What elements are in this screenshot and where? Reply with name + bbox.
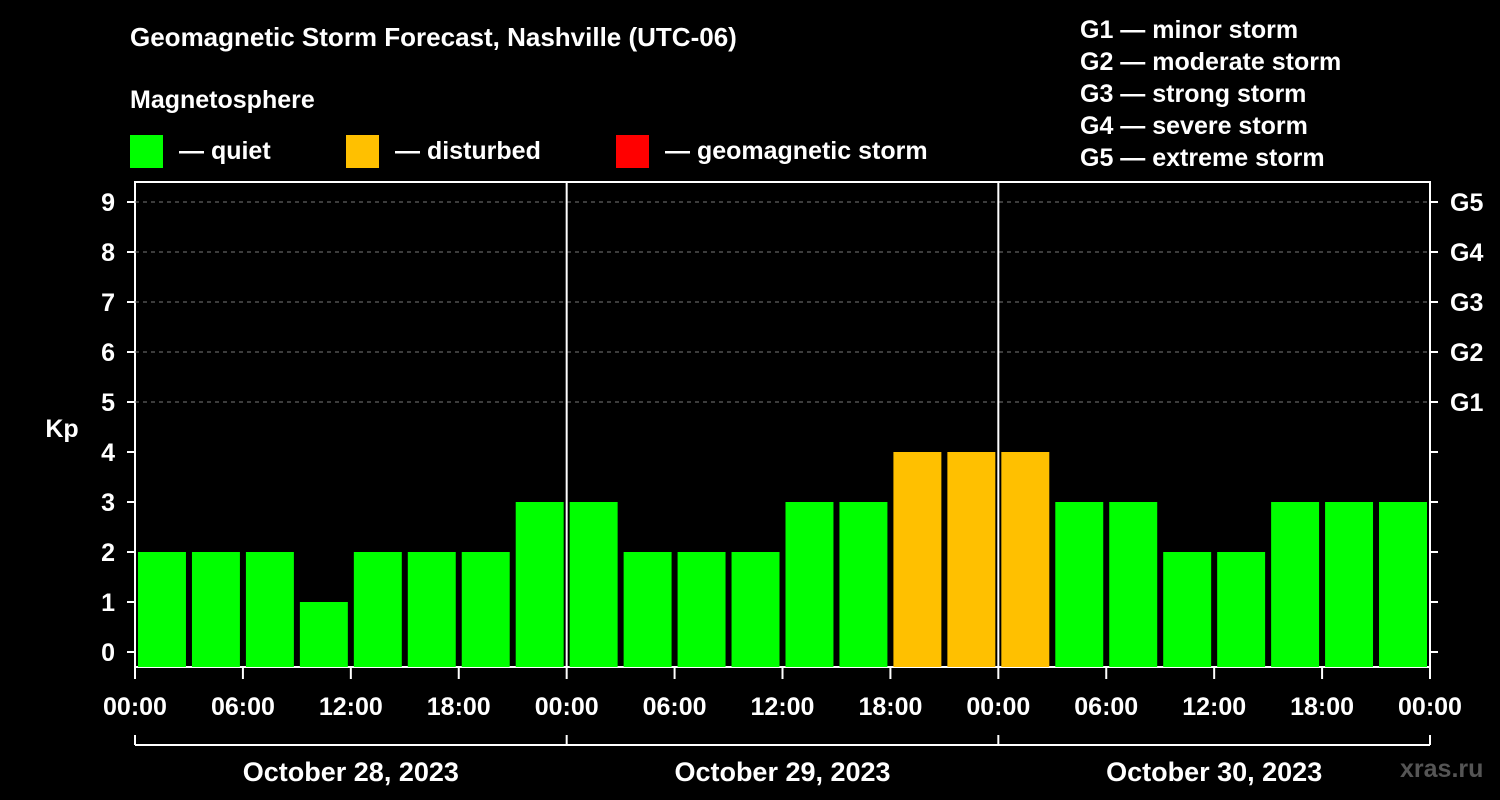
g-level-label: G4 <box>1450 239 1483 267</box>
kp-bar <box>623 552 672 667</box>
day-label: October 28, 2023 <box>243 757 459 787</box>
y-tick-label: 8 <box>101 239 115 267</box>
g-level-label: G1 <box>1450 389 1483 417</box>
day-label: October 29, 2023 <box>674 757 890 787</box>
chart-title: Geomagnetic Storm Forecast, Nashville (U… <box>130 22 737 52</box>
y-tick-label: 6 <box>101 339 115 367</box>
storm-level-g3: G3 — strong storm <box>1080 80 1307 108</box>
y-tick-label: 2 <box>101 539 115 567</box>
kp-bar <box>1271 502 1320 667</box>
storm-level-g1: G1 — minor storm <box>1080 16 1299 44</box>
x-tick-label: 06:00 <box>1074 693 1138 721</box>
x-tick-label: 12:00 <box>1182 693 1246 721</box>
x-tick-label: 00:00 <box>535 693 599 721</box>
kp-bar <box>785 502 834 667</box>
kp-bar <box>1163 552 1212 667</box>
kp-bar <box>407 552 456 667</box>
y-tick-label: 0 <box>101 639 115 667</box>
legend-storm: — geomagnetic storm <box>616 134 928 168</box>
x-tick-label: 12:00 <box>319 693 383 721</box>
x-tick-label: 00:00 <box>966 693 1030 721</box>
legend-label-disturbed: — disturbed <box>395 136 541 165</box>
y-tick-label: 5 <box>101 389 115 417</box>
storm-level-list: G1 — minor storm G2 — moderate storm G3 … <box>1080 14 1341 174</box>
x-tick-label: 00:00 <box>103 693 167 721</box>
legend-label-storm: — geomagnetic storm <box>665 136 928 165</box>
legend-label-quiet: — quiet <box>179 136 271 165</box>
legend-heading: Magnetosphere <box>130 86 315 114</box>
storm-level-g2: G2 — moderate storm <box>1080 48 1342 76</box>
kp-bar <box>515 502 564 667</box>
y-tick-label: 3 <box>101 489 115 517</box>
x-tick-label: 12:00 <box>751 693 815 721</box>
kp-bar <box>461 552 510 667</box>
y-tick-label: 4 <box>101 439 115 467</box>
g-level-label: G2 <box>1450 339 1483 367</box>
kp-bar <box>1109 502 1158 667</box>
kp-bar <box>839 502 888 667</box>
y-tick-label: 7 <box>101 289 115 317</box>
legend-swatch-storm <box>616 134 649 168</box>
day-label: October 30, 2023 <box>1106 757 1322 787</box>
kp-bar <box>1379 502 1427 667</box>
storm-level-g4: G4 — severe storm <box>1080 112 1308 140</box>
kp-bar <box>569 502 618 667</box>
y-axis-title: Kp <box>45 415 78 443</box>
x-tick-label: 18:00 <box>427 693 491 721</box>
storm-level-g5: G5 — extreme storm <box>1080 144 1325 172</box>
legend-swatch-quiet <box>130 134 163 168</box>
kp-bar <box>353 552 402 667</box>
kp-bar <box>677 552 726 667</box>
x-tick-label: 18:00 <box>1290 693 1354 721</box>
x-tick-label: 06:00 <box>211 693 275 721</box>
legend-disturbed: — disturbed <box>346 134 541 168</box>
y-tick-label: 1 <box>101 589 115 617</box>
kp-bar <box>1325 502 1374 667</box>
legend-swatch-disturbed <box>346 134 379 168</box>
watermark: xras.ru <box>1400 755 1484 783</box>
x-tick-label: 18:00 <box>858 693 922 721</box>
kp-bar <box>893 452 942 667</box>
kp-bar <box>731 552 780 667</box>
legend-quiet: — quiet <box>130 134 271 168</box>
kp-bar <box>1217 552 1266 667</box>
kp-bar <box>299 602 348 667</box>
x-tick-label: 00:00 <box>1398 693 1462 721</box>
kp-bar <box>947 452 996 667</box>
kp-bar <box>191 552 240 667</box>
g-level-label: G3 <box>1450 289 1483 317</box>
kp-bar <box>1055 502 1104 667</box>
kp-bar <box>245 552 294 667</box>
kp-bar <box>138 552 186 667</box>
x-tick-label: 06:00 <box>643 693 707 721</box>
y-tick-label: 9 <box>101 189 115 217</box>
g-level-label: G5 <box>1450 189 1483 217</box>
kp-bar <box>1001 452 1050 667</box>
